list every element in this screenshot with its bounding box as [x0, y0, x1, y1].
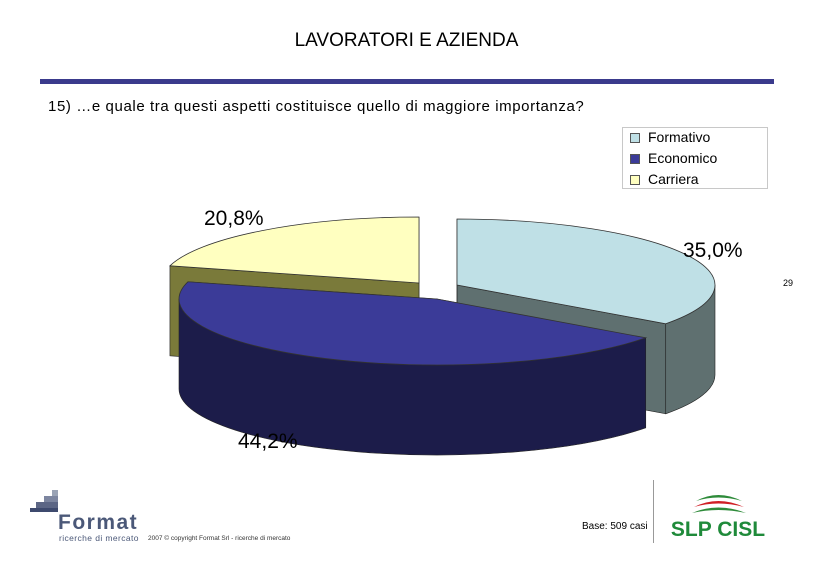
pie-slice-economico	[178, 281, 648, 366]
question-text: 15) …e quale tra questi aspetti costitui…	[48, 98, 585, 115]
format-logo-subtext: ricerche di mercato	[59, 533, 139, 543]
legend-swatch-carriera	[630, 175, 640, 185]
format-logo-text: Format	[58, 511, 138, 534]
page-number: 29	[783, 278, 794, 288]
pie-slice-carriera	[168, 216, 420, 284]
slp-cisl-logo: SLP CISL	[666, 495, 770, 541]
slp-logo-text: SLP CISL	[671, 518, 765, 541]
legend-label: Carriera	[648, 171, 699, 187]
legend-swatch-formativo	[630, 133, 640, 143]
pie-data-labels: 35,0% 44,2% 20,8%	[204, 207, 743, 453]
data-label-economico: 44,2%	[238, 430, 298, 453]
copyright-text: 2007 © copyright Format Srl - ricerche d…	[148, 535, 291, 542]
page-title: LAVORATORI E AZIENDA	[294, 30, 519, 51]
data-label-carriera: 20,8%	[204, 207, 264, 230]
chart-legend: Formativo Economico Carriera	[622, 127, 768, 189]
pie-slice-formativo	[456, 218, 716, 325]
legend-label: Formativo	[648, 129, 711, 145]
footer-divider	[653, 480, 654, 543]
base-note: Base: 509 casi	[582, 521, 648, 532]
format-logo: Format ricerche di mercato	[30, 490, 139, 543]
data-label-formativo: 35,0%	[683, 239, 743, 262]
pie-slices	[168, 216, 716, 366]
legend-label: Economico	[648, 150, 718, 166]
legend-swatch-economico	[630, 154, 640, 164]
title-rule	[40, 79, 774, 84]
